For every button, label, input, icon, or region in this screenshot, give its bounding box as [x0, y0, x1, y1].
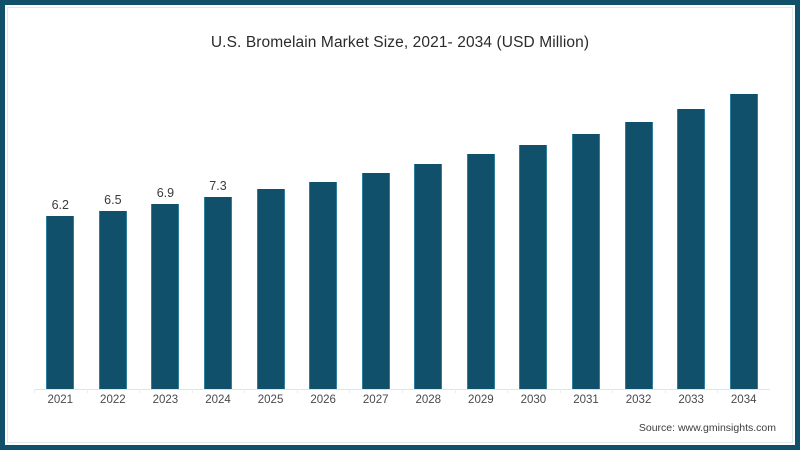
bar-2021[interactable] — [46, 216, 75, 389]
x-axis-label-2030: 2030 — [520, 394, 547, 406]
x-axis-label-2028: 2028 — [415, 394, 442, 406]
bar-2029[interactable] — [466, 154, 495, 389]
bar-2030[interactable] — [519, 145, 548, 389]
bar-slot — [612, 80, 665, 393]
x-axis-label-2032: 2032 — [625, 394, 652, 406]
x-axis-label-2022: 2022 — [100, 394, 126, 406]
bar-2025[interactable] — [256, 189, 285, 389]
x-axis-tick — [191, 389, 193, 393]
x-axis-tick — [402, 389, 403, 393]
bar-slot — [454, 80, 508, 393]
x-axis-tick — [34, 389, 35, 393]
bar-slot: 6.2 — [34, 80, 87, 393]
x-axis-label-2024: 2024 — [205, 394, 231, 406]
x-axis-label-2029: 2029 — [468, 394, 494, 406]
bar-2022[interactable] — [98, 211, 127, 389]
x-axis-label-2021: 2021 — [47, 394, 74, 406]
bar-slot — [402, 80, 455, 393]
bar-2034[interactable] — [729, 94, 758, 389]
x-axis-label-2027: 2027 — [362, 394, 389, 406]
x-axis-tick — [507, 389, 509, 393]
plot-area: 6.2 6.5 6.9 7.3 — [34, 80, 770, 393]
bar-value-label-2021: 6.2 — [51, 198, 69, 212]
x-axis-label-2023: 2023 — [152, 394, 179, 406]
bar-2032[interactable] — [624, 122, 653, 389]
bar-2024[interactable] — [203, 197, 232, 389]
chart-title: U.S. Bromelain Market Size, 2021- 2034 (… — [210, 34, 590, 51]
x-axis-tick — [454, 389, 456, 393]
x-axis-label-2033: 2033 — [678, 394, 704, 406]
bar-2028[interactable] — [414, 164, 443, 389]
bar-slot — [559, 80, 613, 393]
bar-slot: 7.3 — [191, 80, 245, 393]
x-axis-tick — [612, 389, 614, 393]
x-axis-label-2034: 2034 — [730, 394, 757, 406]
bar-series: 6.2 6.5 6.9 7.3 — [34, 80, 770, 393]
x-axis-tick-labels: 2021 2022 2023 2024 2025 2026 2027 2028 2029 2030… — [34, 394, 770, 414]
bar-2026[interactable] — [309, 182, 338, 389]
x-axis-tick — [244, 389, 246, 393]
bar-value-label-2022: 6.5 — [104, 193, 122, 207]
bar-slot — [244, 80, 297, 393]
bar-2031[interactable] — [571, 134, 600, 389]
x-axis-tick — [296, 389, 298, 393]
x-axis-label-2026: 2026 — [310, 394, 336, 406]
x-axis-tick — [139, 389, 141, 393]
bar-2027[interactable] — [361, 173, 390, 389]
bar-slot — [717, 80, 770, 393]
bar-slot — [507, 80, 560, 393]
bar-slot — [349, 80, 402, 393]
x-axis-label-2031: 2031 — [573, 394, 599, 406]
bar-2023[interactable] — [151, 204, 180, 389]
bar-2033[interactable] — [677, 109, 706, 389]
bar-value-label-2024: 7.3 — [209, 179, 227, 193]
bar-value-label-2023: 6.9 — [156, 186, 175, 200]
x-axis-tick — [559, 389, 561, 393]
x-axis-tick — [717, 389, 719, 393]
x-axis-tick — [349, 389, 351, 393]
x-axis-tick — [664, 389, 666, 393]
source-credit: Source: www.gminsights.com — [638, 422, 776, 434]
bar-slot: 6.9 — [139, 80, 192, 393]
x-axis-tick — [86, 389, 88, 393]
bar-slot: 6.5 — [86, 80, 140, 393]
bar-slot — [296, 80, 350, 393]
x-axis-label-2025: 2025 — [257, 394, 284, 406]
bar-slot — [664, 80, 718, 393]
